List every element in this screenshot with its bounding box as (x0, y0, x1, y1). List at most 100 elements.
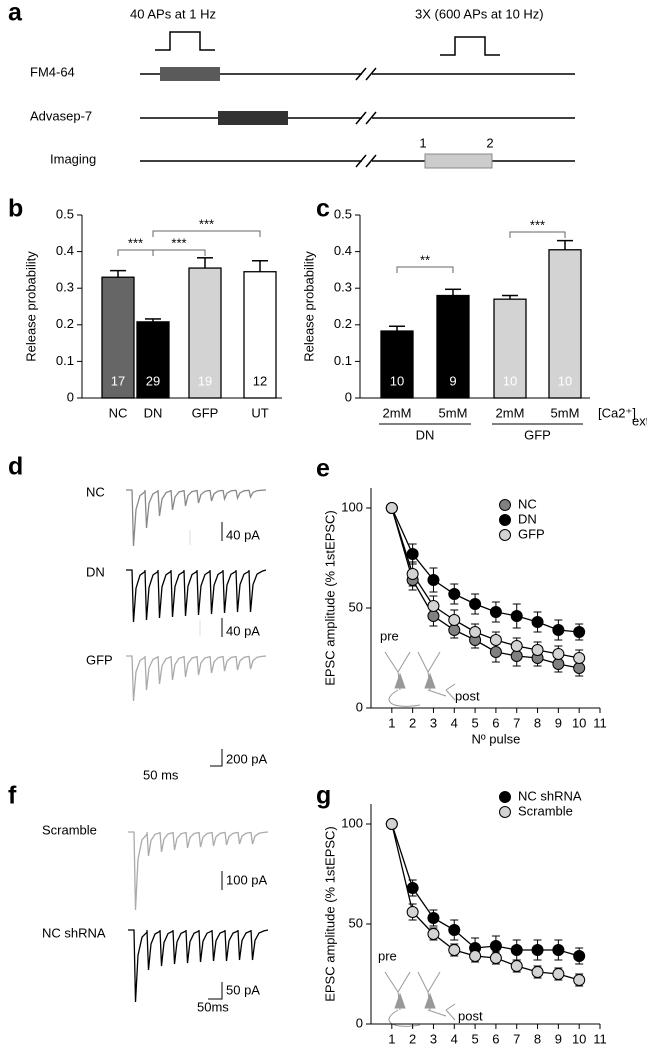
point (573, 974, 586, 986)
point (448, 614, 461, 626)
x-tick-label: 9 (555, 715, 562, 730)
n-label: 19 (198, 373, 212, 388)
annotation: post (458, 1008, 483, 1023)
x-tick-label: 1 (388, 1031, 395, 1046)
point (385, 502, 398, 514)
imaging-block (424, 153, 493, 169)
legend-label: DN (518, 511, 537, 526)
x-tick-label: 4 (451, 1031, 458, 1046)
series-line (391, 507, 580, 659)
y-tick-label: 50 (349, 915, 363, 930)
trace (126, 489, 267, 547)
imaging-mark: 2 (486, 135, 493, 150)
scale-label: 40 pA (226, 527, 260, 542)
n-label: 10 (503, 373, 517, 388)
significance-label: ** (420, 252, 430, 267)
panel-label: g (316, 782, 331, 810)
stimulus-label: 3X (600 APs at 10 Hz) (415, 6, 544, 21)
bar (436, 294, 470, 399)
x-tick-label: 8 (534, 1031, 541, 1046)
trace (128, 831, 269, 911)
x-tick-label: NC (109, 405, 128, 420)
y-tick-label: 0.5 (56, 206, 74, 221)
point (448, 588, 461, 600)
neuron-inset (384, 651, 456, 1027)
bar (380, 330, 414, 399)
bar (188, 267, 222, 399)
point (489, 646, 502, 658)
n-label: 12 (253, 373, 267, 388)
point (406, 548, 419, 560)
point (427, 600, 440, 612)
timeline (140, 73, 575, 162)
point (531, 966, 544, 978)
legend-label: NC (518, 496, 537, 511)
point (448, 624, 461, 636)
y-axis-label: EPSC amplitude (% 1stEPSC) (322, 826, 337, 1002)
x-tick-label: 5mM (551, 405, 580, 420)
bar (101, 276, 135, 399)
row-label: Advasep-7 (30, 108, 92, 123)
annotation: pre (378, 948, 397, 963)
point (469, 626, 482, 638)
annotation: pre (380, 628, 399, 643)
point (469, 950, 482, 962)
point (573, 626, 586, 638)
point (510, 650, 523, 662)
n-label: 10 (558, 373, 572, 388)
annotation: post (455, 688, 480, 703)
x-tick-label: 4 (451, 715, 458, 730)
x-tick-label: 2mM (383, 405, 412, 420)
time-label: 50ms (197, 999, 229, 1014)
trace-label: NC shRNA (42, 925, 106, 940)
panel-label: f (8, 782, 17, 810)
significance-bracket (117, 249, 154, 256)
x-tick-label: 11 (593, 715, 607, 730)
x-axis-label: Nº pulse (471, 731, 520, 746)
n-label: 9 (449, 373, 456, 388)
point (448, 944, 461, 956)
bar (493, 298, 527, 399)
significance-label: *** (199, 216, 214, 231)
trace (126, 569, 267, 623)
trace (126, 655, 267, 702)
x-tick-label: 7 (513, 715, 520, 730)
y-tick-label: 0 (345, 389, 352, 404)
point (489, 634, 502, 646)
x-axis-label: Nº pulse (471, 1047, 520, 1049)
point (448, 924, 461, 936)
point (510, 610, 523, 622)
significance-bracket (152, 249, 206, 256)
point (427, 912, 440, 924)
pulse (440, 36, 500, 56)
n-label: 10 (390, 373, 404, 388)
significance-bracket (509, 231, 566, 238)
y-tick-label: 0.2 (56, 316, 74, 331)
y-axis-label: EPSC amplitude (% 1stEPSC) (322, 510, 337, 686)
y-tick-label: 0.4 (56, 243, 74, 258)
y-tick-label: 0 (356, 1015, 363, 1030)
x-tick-label: 3 (430, 715, 437, 730)
point (552, 648, 565, 660)
x-tick-label: GFP (192, 405, 219, 420)
y-tick-label: 100 (341, 815, 363, 830)
time-label: 50 ms (143, 767, 179, 782)
point (573, 652, 586, 664)
x-tick-label: 5 (471, 715, 478, 730)
panel-label: e (316, 455, 330, 483)
y-tick-label: 0.1 (56, 353, 74, 368)
x-tick-label: 2mM (496, 405, 525, 420)
x-tick-label: 6 (492, 1031, 499, 1046)
scale-label: 40 pA (226, 623, 260, 638)
point (573, 950, 586, 962)
series-line (391, 507, 580, 633)
x-tick-label: 11 (593, 1031, 607, 1046)
significance-label: *** (530, 217, 545, 232)
point (531, 944, 544, 956)
stimulus-label: 40 APs at 1 Hz (130, 6, 216, 21)
unit-subscript: ext (632, 413, 647, 428)
panel-label: a (8, 0, 23, 27)
significance-bracket (396, 266, 454, 273)
row-label: Imaging (50, 151, 96, 166)
scale-bars (189, 522, 223, 1000)
